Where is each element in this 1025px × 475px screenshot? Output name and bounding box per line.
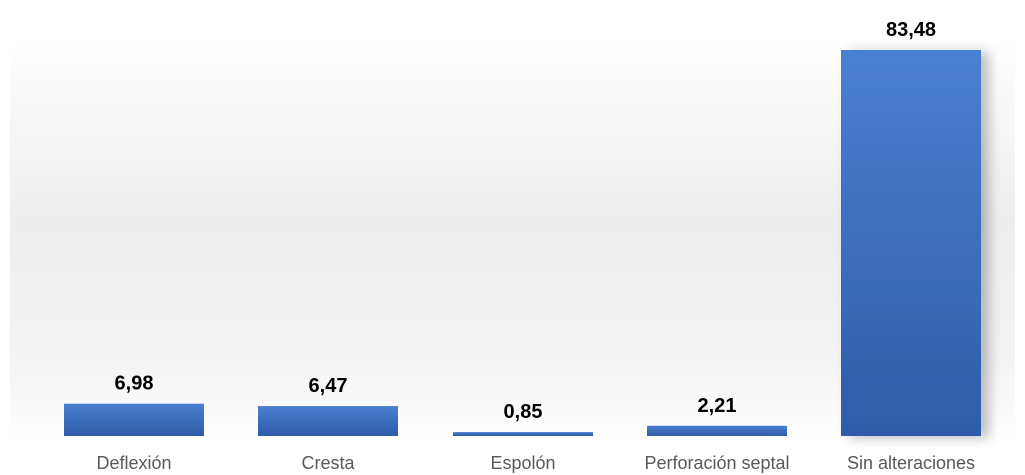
- bar-deflexi-n: [64, 403, 204, 436]
- bar-perforaci-n-septal: [647, 425, 787, 436]
- data-label: 2,21: [698, 395, 737, 417]
- category-label: Deflexión: [96, 453, 171, 473]
- data-label: 0,85: [504, 401, 543, 423]
- category-label: Espolón: [490, 453, 555, 473]
- bar-cresta: [258, 406, 398, 436]
- category-label: Perforación septal: [644, 453, 789, 473]
- data-label: 83,48: [886, 19, 936, 41]
- bar-espol-n: [453, 432, 593, 436]
- bar-sin-alteraciones: [841, 50, 981, 436]
- data-label: 6,47: [309, 375, 348, 397]
- category-label: Cresta: [301, 453, 355, 473]
- category-label: Sin alteraciones: [847, 453, 975, 473]
- data-label: 6,98: [115, 373, 154, 395]
